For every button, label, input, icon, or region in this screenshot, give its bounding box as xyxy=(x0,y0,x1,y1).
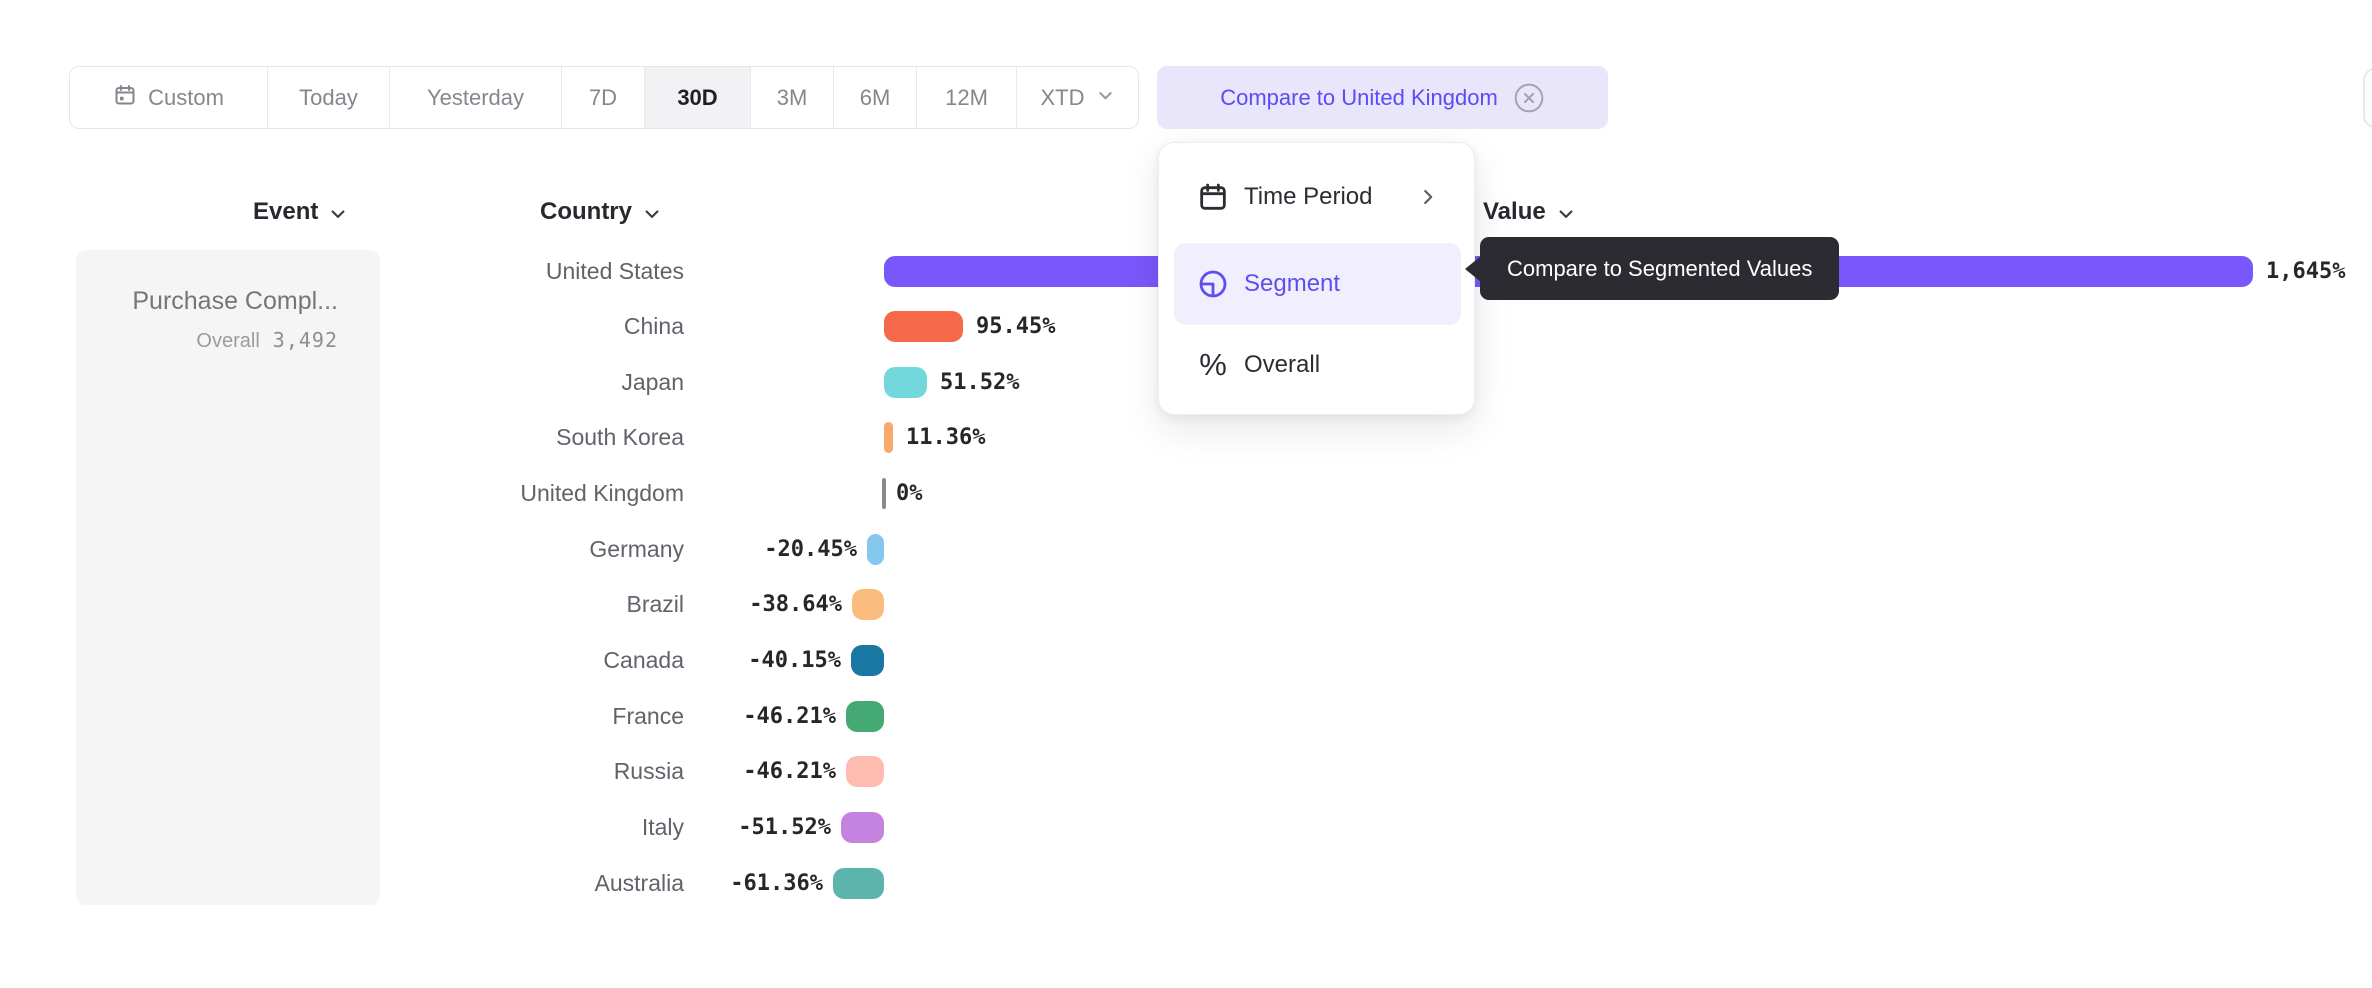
bar-value-france: -46.21% xyxy=(743,704,836,729)
compare-dropdown-menu: Time Period Segment% Overall xyxy=(1158,142,1475,415)
menu-item-label: Segment xyxy=(1244,270,1341,297)
bar-value-brazil: -38.64% xyxy=(749,592,842,617)
bar-germany[interactable] xyxy=(867,534,884,565)
date-range-label: 7D xyxy=(588,84,618,110)
chevron-down-icon xyxy=(645,209,659,218)
date-range-today[interactable]: Today xyxy=(267,67,389,128)
date-range-label: Custom xyxy=(148,84,224,110)
bar-value-china: 95.45% xyxy=(976,314,1056,339)
country-label-canada: Canada xyxy=(603,647,684,673)
event-name: Purchase Compl... xyxy=(132,287,338,315)
date-range-label: 3M xyxy=(776,84,808,110)
date-range-label: Today xyxy=(299,84,358,110)
overall-label: Overall xyxy=(196,330,260,352)
column-header-value[interactable]: Value xyxy=(1483,196,1576,228)
bar-japan[interactable] xyxy=(884,367,927,398)
segment-icon xyxy=(1197,268,1229,300)
event-panel[interactable]: Purchase Compl... Overall 3,492 xyxy=(76,250,380,905)
column-header-event[interactable]: Event xyxy=(253,196,348,228)
percent-icon: % xyxy=(1199,347,1227,382)
close-circle-icon[interactable] xyxy=(1513,82,1545,114)
tooltip-arrow-icon xyxy=(1465,255,1481,282)
date-range-6m[interactable]: 6M xyxy=(833,67,916,128)
calendar-icon xyxy=(113,83,137,113)
date-range-label: XTD xyxy=(1040,84,1085,110)
country-label-france: France xyxy=(612,703,684,729)
date-range-toolbar: Custom Today Yesterday 7D 30D 3M 6M 12M XTD xyxy=(69,66,1139,129)
country-header-label: Country xyxy=(540,198,632,225)
bar-value-russia: -46.21% xyxy=(743,759,836,784)
date-range-30d[interactable]: 30D xyxy=(644,67,750,128)
compare-chip-label: Compare to United Kingdom xyxy=(1220,84,1498,110)
country-label-germany: Germany xyxy=(589,536,684,562)
menu-item-label: Time Period xyxy=(1244,183,1373,210)
country-label-italy: Italy xyxy=(641,814,684,840)
zero-baseline-tick xyxy=(882,478,886,509)
value-header-label: Value xyxy=(1483,198,1546,225)
date-range-yesterday[interactable]: Yesterday xyxy=(389,67,561,128)
bar-value-united-states: 1,645% xyxy=(2266,259,2346,284)
column-header-country[interactable]: Country xyxy=(540,196,662,228)
country-label-south-korea: South Korea xyxy=(556,424,684,450)
menu-item-segment[interactable]: Segment xyxy=(1174,243,1461,325)
country-label-united-kingdom: United Kingdom xyxy=(520,480,684,506)
chevron-down-icon xyxy=(331,209,345,218)
bar-italy[interactable] xyxy=(841,812,884,843)
country-label-australia: Australia xyxy=(594,870,684,896)
date-range-xtd[interactable]: XTD xyxy=(1016,67,1138,128)
country-label-united-states: United States xyxy=(545,258,684,284)
bar-south-korea[interactable] xyxy=(884,422,893,453)
bar-china[interactable] xyxy=(884,311,963,342)
country-label-japan: Japan xyxy=(621,369,684,395)
tooltip: Compare to Segmented Values xyxy=(1465,237,1840,300)
bar-value-canada: -40.15% xyxy=(748,648,841,673)
bar-canada[interactable] xyxy=(851,645,884,676)
date-range-custom[interactable]: Custom xyxy=(70,67,267,128)
country-label-china: China xyxy=(623,313,684,339)
date-range-label: 6M xyxy=(859,84,891,110)
bar-value-japan: 51.52% xyxy=(940,370,1020,395)
compare-chip[interactable]: Compare to United Kingdom xyxy=(1157,66,1608,129)
cutoff-button[interactable] xyxy=(2363,68,2372,128)
bar-russia[interactable] xyxy=(846,756,884,787)
chevron-down-icon xyxy=(1096,85,1115,111)
bar-france[interactable] xyxy=(846,701,884,732)
date-range-label: Yesterday xyxy=(426,84,525,110)
event-header-label: Event xyxy=(253,198,319,225)
chevron-down-icon xyxy=(1559,209,1573,218)
overall-value: 3,492 xyxy=(272,328,338,352)
tooltip-text: Compare to Segmented Values xyxy=(1507,255,1813,281)
bar-value-australia: -61.36% xyxy=(730,871,823,896)
chevron-right-icon xyxy=(1417,186,1439,208)
date-range-3m[interactable]: 3M xyxy=(750,67,833,128)
event-overall-row: Overall 3,492 xyxy=(196,328,338,353)
date-range-12m[interactable]: 12M xyxy=(916,67,1016,128)
bar-value-germany: -20.45% xyxy=(764,537,857,562)
bar-australia[interactable] xyxy=(833,868,884,899)
date-range-label: 30D xyxy=(677,84,718,110)
date-range-7d[interactable]: 7D xyxy=(561,67,644,128)
date-range-label: 12M xyxy=(945,84,988,110)
country-label-brazil: Brazil xyxy=(626,591,684,617)
menu-item-time-period[interactable]: Time Period xyxy=(1174,156,1461,238)
menu-item-label: Overall xyxy=(1244,351,1321,378)
country-label-russia: Russia xyxy=(613,758,684,784)
bar-value-united-kingdom: 0% xyxy=(896,481,923,506)
bar-brazil[interactable] xyxy=(852,589,884,620)
bar-value-italy: -51.52% xyxy=(738,815,831,840)
calendar-icon xyxy=(1197,181,1229,213)
bar-value-south-korea: 11.36% xyxy=(906,425,986,450)
menu-item-overall[interactable]: % Overall xyxy=(1174,324,1461,406)
